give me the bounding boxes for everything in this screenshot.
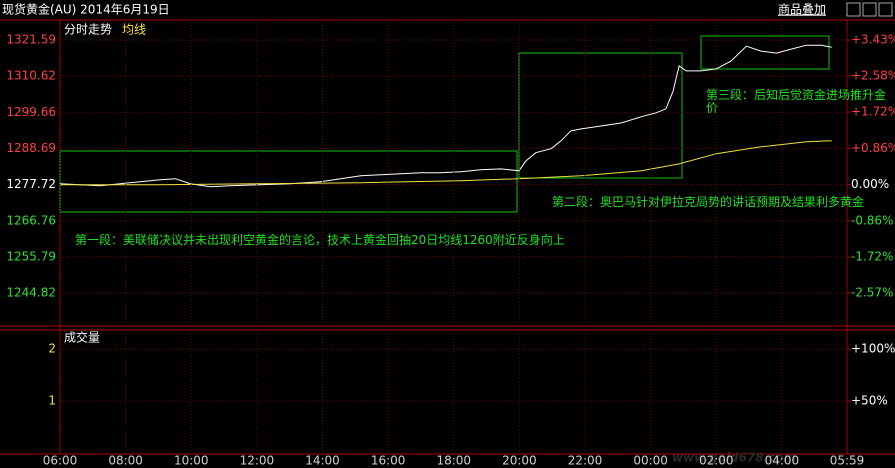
y2-tick-label: -2.57%	[851, 285, 893, 299]
y-tick-label: 1299.66	[6, 105, 56, 119]
y2-tick-label: 0.00%	[851, 177, 889, 191]
y2-tick-label: +1.72%	[851, 105, 895, 119]
annotation: 第一段：美联储决议并未出现利空黄金的言论，技术上黄金回抽20日均线1260附近反…	[75, 233, 565, 247]
y-tick-label: 2	[48, 342, 56, 356]
y-tick-label: 1	[48, 394, 56, 408]
y2-tick-label: -1.72%	[851, 250, 893, 264]
price-line	[60, 140, 832, 186]
legend-entry: 分时走势	[64, 23, 112, 37]
icon[interactable]	[846, 2, 861, 17]
x-tick-label: 10:00	[174, 454, 209, 468]
x-tick-label: 00:00	[633, 454, 668, 468]
y-tick-label: 1244.82	[6, 286, 56, 300]
panel-title: 成交量	[64, 330, 100, 345]
x-tick-label: 05:59	[830, 454, 865, 468]
y2-tick-label: +50%	[851, 394, 888, 408]
header-title: 现货黄金(AU) 2014年6月19日	[2, 2, 170, 17]
x-tick-label: 20:00	[502, 454, 537, 468]
y-tick-label: 1310.62	[6, 69, 56, 83]
x-tick-label: 08:00	[108, 454, 143, 468]
icon[interactable]	[878, 2, 893, 17]
y-tick-label: 1277.72	[6, 177, 56, 191]
y-tick-label: 1288.69	[6, 141, 56, 155]
x-tick-label: 06:00	[43, 454, 78, 468]
watermark: www.gold678.com	[672, 451, 796, 465]
x-tick-label: 12:00	[240, 454, 275, 468]
icon[interactable]	[862, 2, 877, 17]
x-tick-label: 22:00	[568, 454, 603, 468]
y2-tick-label: +3.43%	[851, 33, 895, 47]
y2-tick-label: +0.86%	[851, 141, 895, 155]
x-tick-label: 18:00	[436, 454, 471, 468]
x-tick-label: 16:00	[371, 454, 406, 468]
annotation: 第三段：后知后觉资金进场推升金价	[706, 88, 887, 115]
annotation-box	[700, 35, 830, 70]
x-tick-label: 02:00	[699, 454, 734, 468]
overlay-button[interactable]: 商品叠加	[778, 2, 826, 17]
price-line	[59, 44, 832, 188]
x-tick-label: 14:00	[305, 454, 340, 468]
y2-tick-label: +2.58%	[851, 68, 895, 82]
y2-tick-label: -0.86%	[851, 213, 893, 227]
legend-entry: 均线	[122, 23, 146, 37]
y-tick-label: 1266.76	[6, 213, 56, 227]
y-tick-label: 1255.79	[6, 249, 56, 263]
x-tick-label: 04:00	[765, 454, 800, 468]
y2-tick-label: +100%	[851, 342, 895, 356]
y-tick-label: 1321.59	[6, 32, 56, 46]
annotation: 第二段：奥巴马针对伊拉克局势的讲话预期及结果利多黄金	[552, 195, 865, 209]
